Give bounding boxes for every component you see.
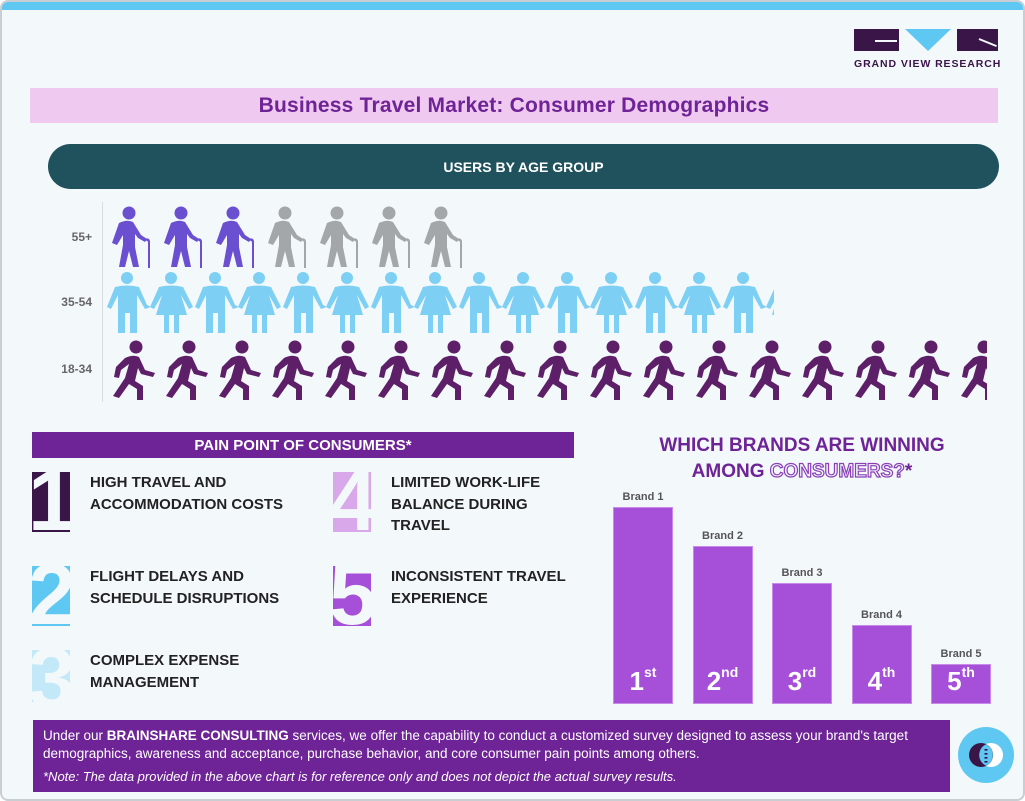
age-axis-line	[102, 202, 103, 402]
page-title: Business Travel Market: Consumer Demogra…	[258, 93, 770, 117]
number-5-icon: 5	[333, 566, 371, 626]
walking-person-icon	[908, 340, 950, 400]
footer-disclaimer: *Note: The data provided in the above ch…	[43, 769, 677, 784]
brands-title-outline: CONSUMERS?	[769, 460, 905, 482]
man-woman-holding-hands-icon	[107, 272, 193, 333]
man-woman-holding-hands-icon	[723, 272, 774, 333]
walking-person-icon	[113, 340, 155, 400]
walking-person-icon	[272, 340, 314, 400]
pain-number: 2	[32, 566, 70, 626]
walking-person-icon	[378, 340, 420, 400]
rank-label: 3rd	[787, 664, 817, 696]
grand-view-research-logo: GRAND VIEW RESEARCH	[854, 29, 1002, 70]
brands-chart-title: WHICH BRANDS ARE WINNING AMONG CONSUMERS…	[602, 433, 1002, 485]
man-woman-holding-hands-icon	[547, 272, 633, 333]
age-group-heading-text: USERS BY AGE GROUP	[443, 158, 604, 175]
elderly-with-cane-icon	[372, 206, 410, 268]
age-label-18-34: 18-34	[61, 362, 92, 376]
brands-title-line1: WHICH BRANDS ARE WINNING	[659, 435, 945, 456]
walking-person-icon	[749, 340, 791, 400]
brands-title-asterisk: *	[904, 461, 913, 482]
man-woman-holding-hands-icon	[371, 272, 457, 333]
walking-person-icon	[590, 340, 632, 400]
walking-person-icon	[696, 340, 738, 400]
brands-title-plain: AMONG	[691, 461, 770, 482]
pain-point-text: COMPLEX EXPENSE MANAGEMENT	[90, 652, 240, 691]
walking-person-icon	[537, 340, 579, 400]
rank-label: 2nd	[706, 664, 739, 696]
logo-r-mark-icon	[956, 29, 998, 51]
walking-person-icon	[166, 340, 208, 400]
pain-number: 1	[32, 472, 70, 532]
pain-point-text: HIGH TRAVEL AND ACCOMMODATION COSTS	[90, 474, 284, 513]
walking-person-icon	[484, 340, 526, 400]
page-title-band: Business Travel Market: Consumer Demogra…	[30, 88, 998, 123]
pain-points-heading: PAIN POINT OF CONSUMERS*	[32, 432, 574, 458]
brand-bar: 5th	[931, 664, 991, 704]
logo-v-mark-icon	[904, 29, 951, 51]
pain-point-2: 2 FLIGHT DELAYS AND SCHEDULE DISRUPTIONS	[32, 566, 320, 626]
elderly-with-cane-icon	[268, 206, 306, 268]
top-accent-bar	[2, 2, 1023, 10]
brand-label: Brand 5	[940, 648, 982, 660]
logo-g-mark-icon	[854, 29, 899, 51]
brand-bar: 4th	[851, 625, 912, 704]
man-woman-holding-hands-icon	[459, 272, 545, 333]
elderly-with-cane-icon	[216, 206, 254, 268]
pain-number: 3	[32, 650, 70, 702]
age-row-18-34	[107, 338, 987, 402]
brand-label: Brand 4	[861, 609, 902, 621]
brand-label: Brand 2	[702, 530, 743, 542]
brand-label: Brand 1	[622, 491, 664, 503]
number-3-icon: 3	[32, 650, 70, 702]
rank-label: 4th	[867, 664, 896, 696]
age-row-35-54	[107, 271, 774, 335]
brand-label: Brand 3	[781, 567, 823, 579]
pain-point-3: 3 COMPLEX EXPENSE MANAGEMENT	[32, 650, 280, 702]
brainshare-logo-icon	[958, 727, 1014, 783]
age-label-55-plus: 55+	[71, 230, 92, 244]
rank-label: 5th	[947, 664, 975, 696]
walking-person-icon	[219, 340, 261, 400]
number-2-icon: 2	[32, 566, 70, 626]
footer-text-suffix: services, we offer the capability to con…	[43, 728, 908, 761]
walking-person-icon	[643, 340, 685, 400]
walking-person-icon	[961, 340, 987, 400]
pain-point-text: INCONSISTENT TRAVEL EXPERIENCE	[391, 568, 566, 607]
age-label-35-54: 35-54	[61, 295, 92, 309]
walking-person-icon	[431, 340, 473, 400]
walking-person-icon	[855, 340, 897, 400]
number-1-icon: 1	[32, 472, 70, 532]
elderly-with-cane-icon	[424, 206, 462, 268]
elderly-with-cane-icon	[164, 206, 202, 268]
walking-person-icon	[802, 340, 844, 400]
footer-text-prefix: Under our	[43, 728, 107, 743]
pain-point-5: 5 INCONSISTENT TRAVEL EXPERIENCE	[333, 566, 581, 626]
age-group-heading: USERS BY AGE GROUP	[48, 144, 999, 189]
pain-number: 5	[333, 566, 371, 626]
brand-bar: 2nd	[692, 546, 753, 704]
brand-bar: 1st	[613, 507, 673, 704]
logo-text: GRAND VIEW RESEARCH	[854, 58, 1002, 70]
pain-point-text: FLIGHT DELAYS AND SCHEDULE DISRUPTIONS	[90, 568, 280, 607]
footer-note-box: Under our BRAINSHARE CONSULTING services…	[33, 720, 950, 792]
brainshare-consulting-label: BRAINSHARE CONSULTING	[106, 728, 289, 743]
pain-point-text: LIMITED WORK-LIFE BALANCE DURING TRAVEL	[391, 474, 541, 534]
walking-person-icon	[325, 340, 367, 400]
age-row-55-plus	[107, 205, 467, 269]
pain-points-heading-text: PAIN POINT OF CONSUMERS*	[194, 436, 412, 454]
pain-point-1: 1 HIGH TRAVEL AND ACCOMMODATION COSTS	[32, 472, 310, 532]
rank-label: 1st	[629, 664, 657, 696]
footer-description: Under our BRAINSHARE CONSULTING services…	[43, 727, 940, 763]
pain-point-4: 4 LIMITED WORK-LIFE BALANCE DURING TRAVE…	[333, 472, 571, 537]
man-woman-holding-hands-icon	[195, 272, 281, 333]
number-4-icon: 4	[333, 472, 371, 532]
elderly-with-cane-icon	[112, 206, 150, 268]
brand-bar: 3rd	[772, 583, 832, 704]
man-woman-holding-hands-icon	[635, 272, 721, 333]
man-woman-holding-hands-icon	[283, 272, 369, 333]
elderly-with-cane-icon	[320, 206, 358, 268]
pain-number: 4	[333, 472, 371, 532]
